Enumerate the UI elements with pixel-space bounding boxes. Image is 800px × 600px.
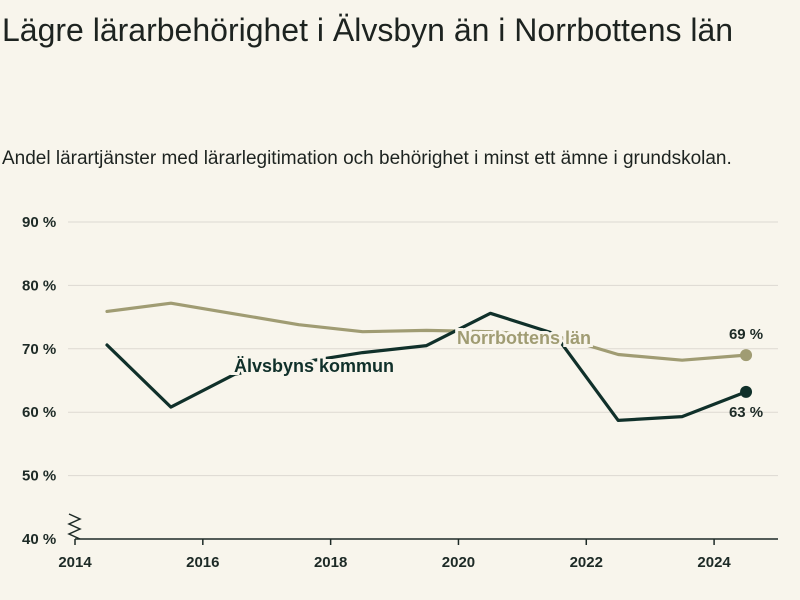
series-line-alvsbyn [105, 311, 748, 422]
y-tick-label: 40 % [22, 531, 56, 548]
y-tick-label: 50 % [22, 468, 56, 485]
y-tick-label: 70 % [22, 341, 56, 358]
y-tick-label: 60 % [22, 404, 56, 421]
x-tick-label: 2020 [442, 554, 475, 571]
series-labels: Norrbottens län Älvsbyns kommun 69 % 63 % [231, 325, 763, 421]
x-tick-label: 2016 [186, 554, 219, 571]
y-tick-label: 90 % [22, 214, 56, 231]
x-tick-label: 2022 [570, 554, 603, 571]
series-line-norrbotten [105, 301, 748, 362]
x-axis: 2014 2016 2018 2020 2022 2024 [58, 513, 778, 571]
end-value-label-alvsbyn: 63 % [729, 404, 763, 421]
end-value-label-norrbotten: 69 % [729, 326, 763, 343]
x-tick-label: 2024 [697, 554, 731, 571]
x-tick-label: 2018 [314, 554, 347, 571]
series-lines [105, 301, 753, 422]
y-axis: 40 % 50 % 60 % 70 % 80 % 90 % [22, 214, 56, 548]
gridlines [68, 221, 778, 477]
end-point-alvsbyn [740, 385, 753, 398]
chart-subtitle: Andel lärartjänster med lärarlegitimatio… [2, 148, 732, 169]
x-tick-label: 2014 [58, 554, 92, 571]
end-point-norrbotten [740, 349, 753, 362]
chart-title: Lägre lärarbehörighet i Älvsbyn än i Nor… [2, 12, 734, 48]
axis-break-icon [67, 513, 82, 540]
y-tick-label: 80 % [22, 277, 56, 294]
series-label-norrbotten: Norrbottens län [457, 328, 591, 348]
series-label-alvsbyn: Älvsbyns kommun [234, 356, 394, 376]
